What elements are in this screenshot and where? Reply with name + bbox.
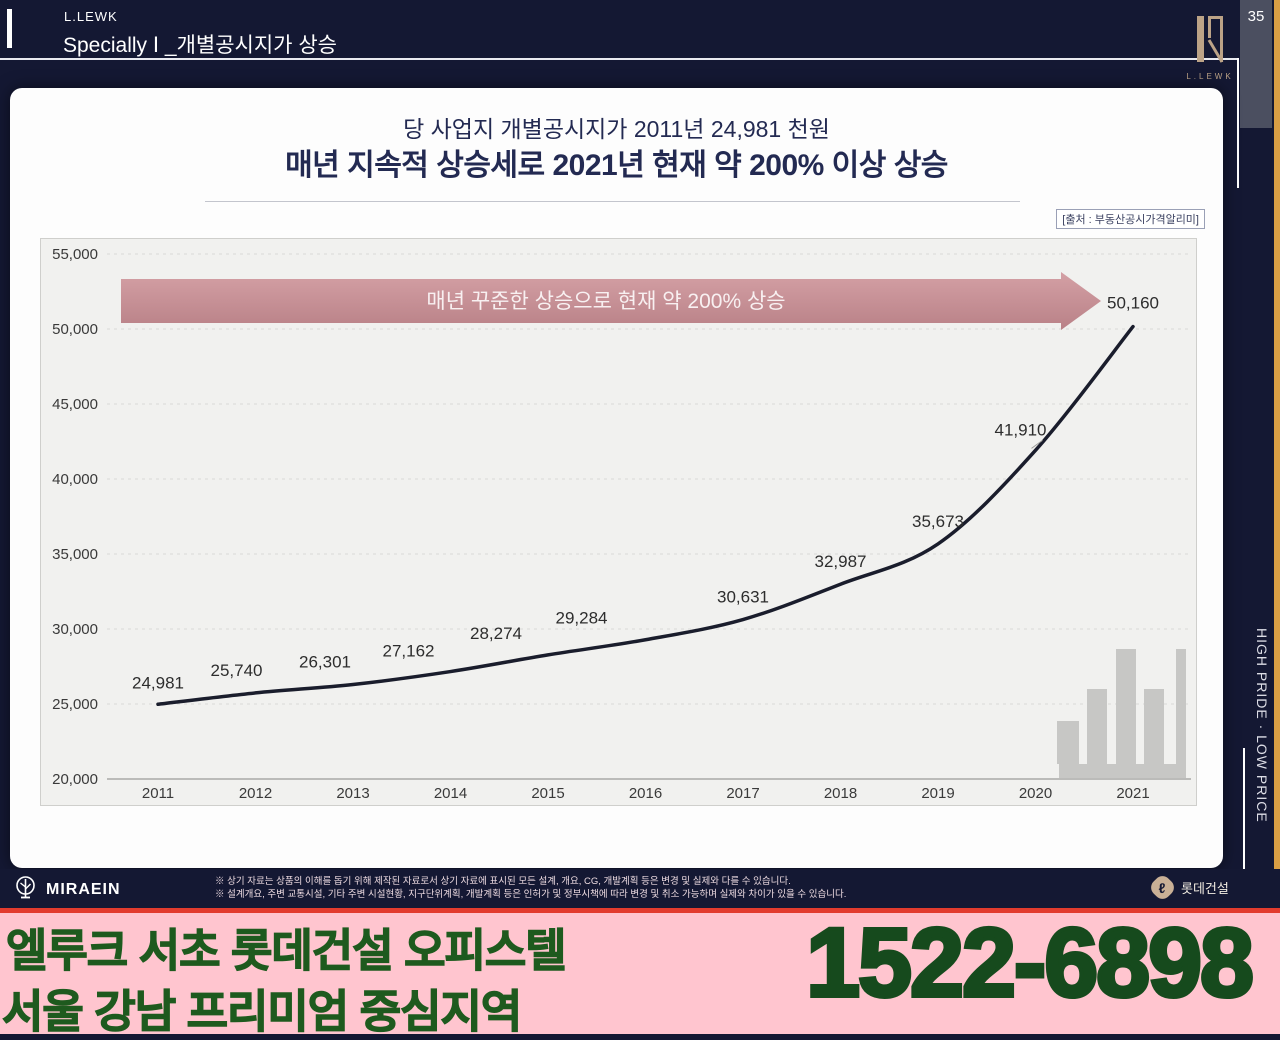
- data-point-label: 25,740: [211, 661, 263, 680]
- y-axis-label: 50,000: [52, 321, 98, 338]
- label-leader-line: [1031, 439, 1043, 449]
- gold-edge-strip: [1274, 0, 1280, 908]
- x-axis-label: 2019: [921, 785, 954, 802]
- disclaimer-text: ※ 상기 자료는 상품의 이해를 돕기 위해 제작된 자료로서 상기 자료에 표…: [215, 875, 846, 901]
- lotte-label: 롯데건설: [1181, 881, 1229, 896]
- disclaimer-line-2: ※ 설계개요, 주변 교통시설, 기타 주변 시설현황, 지구단위계획, 개발계…: [215, 889, 847, 900]
- title-divider: [205, 201, 1020, 202]
- lotte-enc-logo: ℓ 롯데건설: [1147, 872, 1229, 903]
- x-axis-label: 2020: [1019, 785, 1052, 802]
- content-card: 당 사업지 개별공시지가 2011년 24,981 천원 매년 지속적 상승세로…: [10, 88, 1223, 868]
- ad-headline-2: 서울 강남 프리미엄 중심지역: [1, 985, 523, 1037]
- ad-banner: 엘루크 서초 롯데건설 오피스텔 서울 강남 프리미엄 중심지역 1522-68…: [0, 906, 1280, 1038]
- data-point-label: 24,981: [132, 673, 184, 692]
- y-axis-label: 45,000: [52, 396, 98, 413]
- x-axis-label: 2014: [434, 785, 467, 802]
- ad-headline-1: 엘루크 서초 롯데건설 오피스텔: [5, 924, 567, 976]
- data-point-label: 30,631: [717, 588, 769, 607]
- y-axis-label: 35,000: [52, 546, 98, 563]
- chart-subtitle: 당 사업지 개별공시지가 2011년 24,981 천원: [403, 116, 830, 142]
- x-axis-label: 2011: [142, 785, 174, 802]
- miraein-brand: MIRAEIN: [46, 881, 121, 898]
- data-point-label: 27,162: [383, 642, 435, 661]
- data-point-label: 41,910: [995, 420, 1047, 439]
- llewk-logo: L.LEWK: [1180, 14, 1240, 81]
- header-accent-bar: [7, 9, 12, 48]
- growth-banner-label: 매년 꾸준한 상승으로 현재 약 200% 상승: [426, 290, 785, 313]
- data-point-label: 26,301: [299, 652, 351, 671]
- disclaimer-line-1: ※ 상기 자료는 상품의 이해를 돕기 위해 제작된 자료로서 상기 자료에 표…: [215, 876, 791, 887]
- sidebar-slogan: HIGH PRIDE · LOW PRICE: [1254, 628, 1270, 823]
- page-number-panel: [1240, 0, 1272, 128]
- data-point-label: 28,274: [470, 624, 522, 643]
- y-axis-label: 30,000: [52, 621, 98, 638]
- y-axis-label: 55,000: [52, 246, 98, 263]
- line-chart-panel: 55,000 50,000 45,000 40,000 35,000 30,000 25,0…: [40, 238, 1197, 806]
- price-line-series: [156, 324, 1135, 707]
- x-axis-label: 2018: [824, 785, 857, 802]
- x-axis-label: 2012: [239, 785, 272, 802]
- y-axis-label: 40,000: [52, 471, 98, 488]
- data-point-label: 35,673: [912, 512, 964, 531]
- chart-source-note: [출처 : 부동산공시가격알리미]: [1056, 209, 1205, 229]
- y-axis-label: 25,000: [52, 696, 98, 713]
- data-point-label: 29,284: [556, 609, 608, 628]
- llewk-monogram-icon: [1197, 16, 1224, 63]
- x-axis-label: 2017: [726, 785, 759, 802]
- data-point-label: 50,160: [1107, 294, 1159, 313]
- ad-phone-number: 1522-6898: [804, 906, 1256, 1019]
- brand-text: L.LEWK: [64, 9, 118, 24]
- header-divider: [0, 58, 1239, 60]
- footer-bar: [0, 869, 1280, 908]
- x-axis-label: 2015: [531, 785, 564, 802]
- land-price-line-chart: 55,000 50,000 45,000 40,000 35,000 30,000 25,0…: [52, 246, 1191, 802]
- y-axis-label: 20,000: [52, 771, 98, 788]
- page-title: Specially Ⅰ _개별공시지가 상승: [63, 34, 337, 57]
- lotte-mark-icon: ℓ: [1147, 872, 1178, 903]
- growth-banner-arrow: [121, 272, 1101, 330]
- sidebar-line-top: [1237, 58, 1239, 188]
- chart-headline: 매년 지속적 상승세로 2021년 현재 약 200% 이상 상승: [285, 149, 948, 182]
- miraein-tree-icon: [16, 876, 35, 899]
- sidebar-line-bottom: [1243, 748, 1245, 906]
- red-divider: [0, 908, 1280, 913]
- data-point-label: 32,987: [815, 552, 867, 571]
- x-axis-label: 2013: [336, 785, 369, 802]
- bar-chart-watermark-icon: [1057, 649, 1186, 778]
- x-axis-label: 2016: [629, 785, 662, 802]
- page-number: 35: [1247, 8, 1265, 25]
- llewk-logo-text: L.LEWK: [1186, 72, 1234, 81]
- x-axis-label: 2021: [1116, 785, 1149, 802]
